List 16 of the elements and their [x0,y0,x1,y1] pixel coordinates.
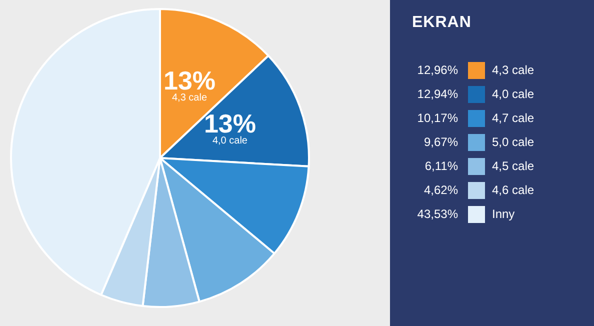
legend-label: Inny [492,207,515,221]
data-label: 4,62% [422,183,458,197]
legend-label: 4,7 cale [492,111,534,125]
data-label: 6,11% [424,159,458,173]
data-label: 10,17% [416,111,458,125]
legend-label: 4,3 cale [492,63,534,77]
data-label: 12,96% [416,63,458,77]
data-label: 12,94% [416,87,458,101]
legend-title: EKRAN [412,14,472,32]
legend-label: 4,5 cale [492,159,534,173]
data-label: 43,53% [416,207,458,221]
legend-label: 4,6 cale [492,183,534,197]
slice-label: 4,0 cale [212,135,248,146]
data-label: 9,67% [422,135,458,149]
legend-label: 4,0 cale [492,87,534,101]
legend-label: 5,0 cale [492,135,534,149]
